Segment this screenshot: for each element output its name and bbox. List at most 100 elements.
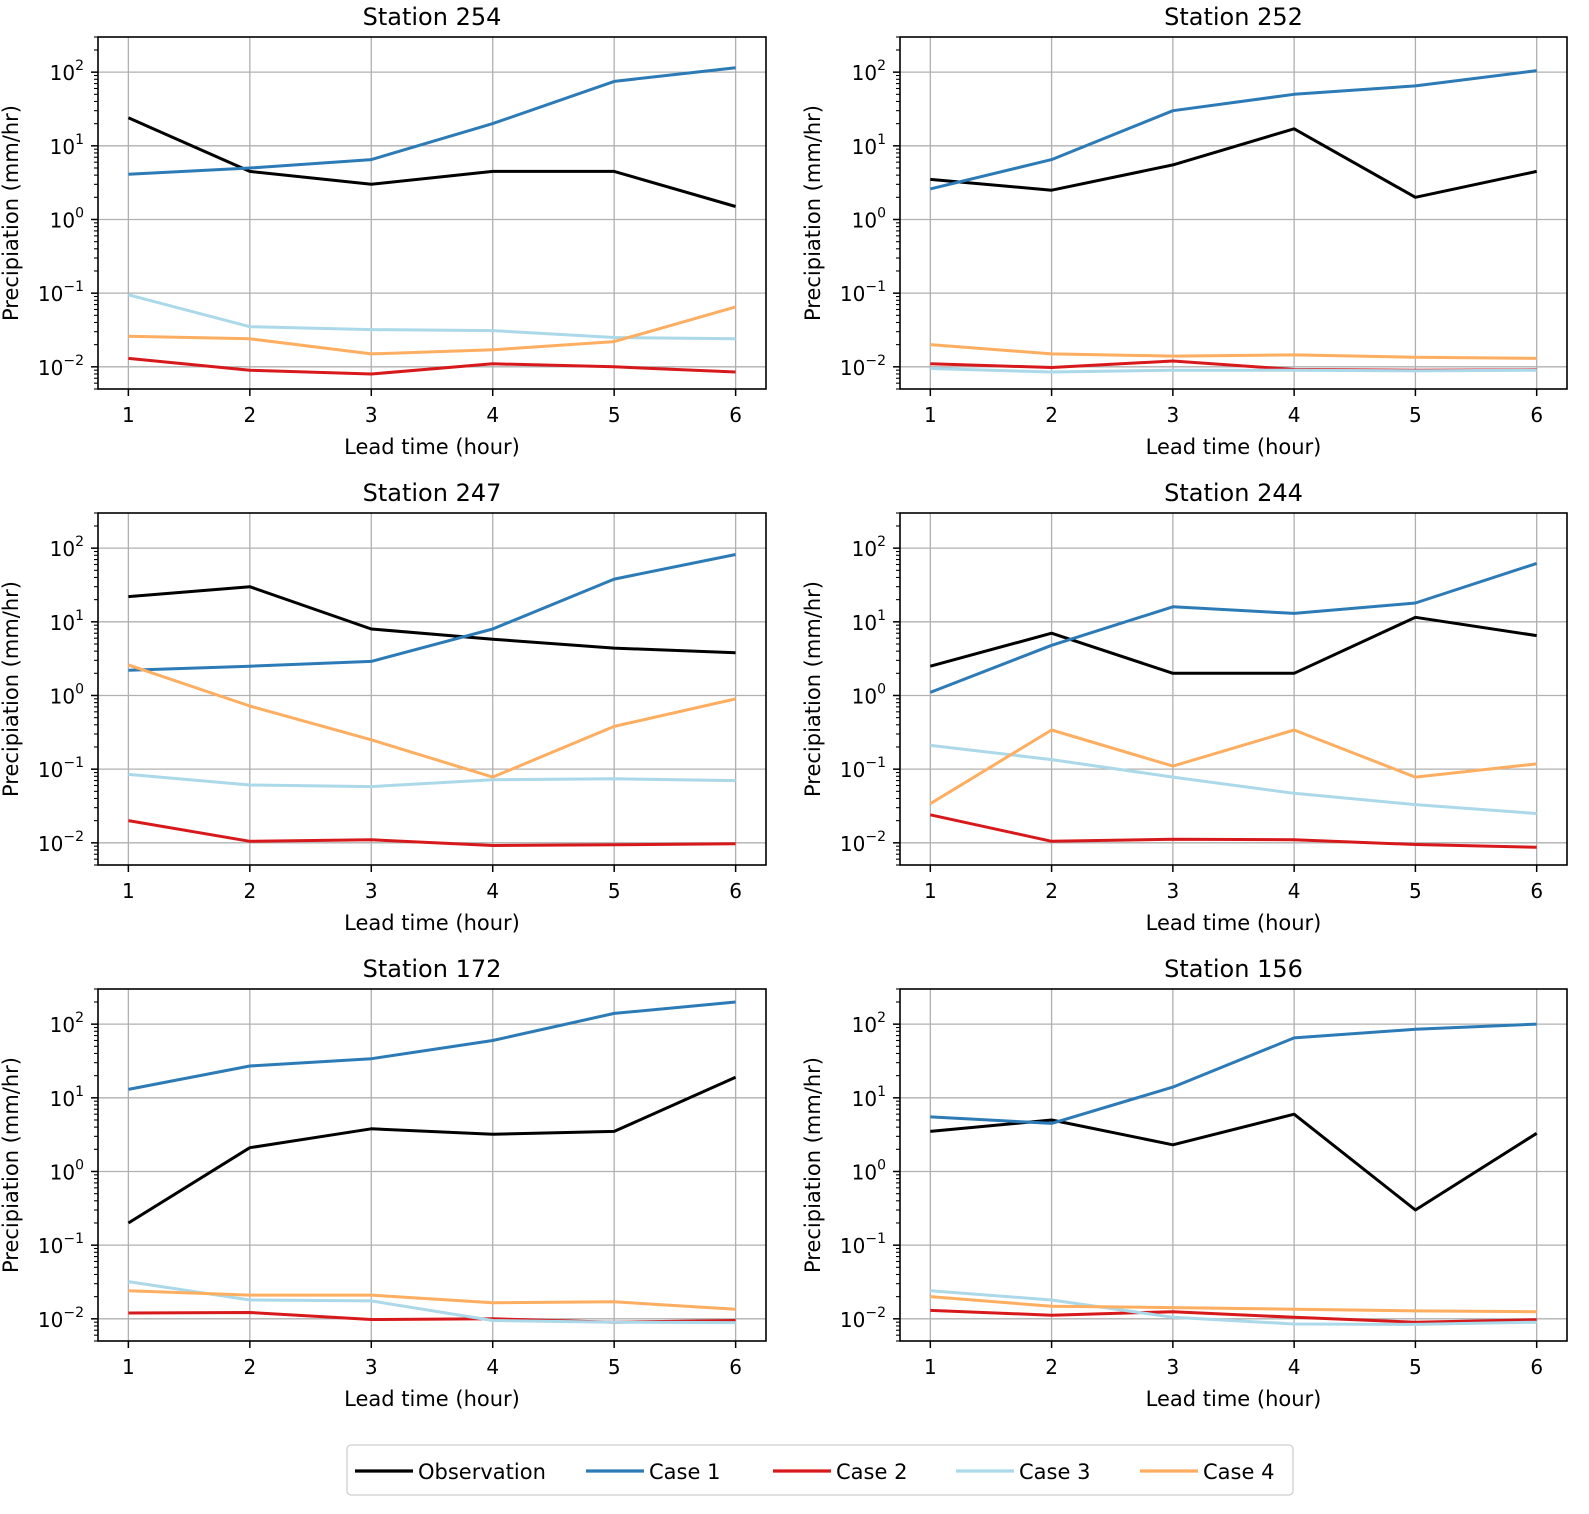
legend-label: Case 3: [1019, 1460, 1090, 1484]
chart-panel-1: 1 2 3 4 5 6 102 101 100 10−1 10−2 Station 254 Lead t…: [0, 3, 767, 459]
chart-panel-6: 1 2 3 4 5 6 102 101 100 10−1 10−2 Station 156 Lead t…: [801, 955, 1568, 1411]
x-tick-label: 6: [729, 879, 742, 903]
legend-item-case-3: Case 3: [956, 1460, 1090, 1484]
x-tick-label: 3: [365, 403, 378, 427]
series-line-case-1: [929, 69, 1537, 191]
y-tick-label: 10−2: [840, 829, 886, 856]
chart-title: Station 252: [1164, 3, 1303, 31]
x-tick-label: 1: [924, 1355, 937, 1379]
series-line-observation: [127, 116, 737, 208]
legend-label: Case 2: [836, 1460, 907, 1484]
series-line-case-1: [929, 561, 1538, 694]
chart-panel-2: 1 2 3 4 5 6 102 101 100 10−1 10−2 Station 252 Lead t…: [801, 3, 1568, 459]
y-tick-label: 10−1: [38, 1231, 84, 1258]
series-line-case-3: [930, 367, 1537, 374]
plot-frame: [899, 512, 1568, 866]
y-tick-label: 100: [852, 681, 886, 708]
x-tick-label: 1: [122, 403, 135, 427]
x-tick-label: 2: [1045, 1355, 1058, 1379]
y-axis-label: Precipiation (mm/hr): [801, 105, 825, 321]
y-tick-label: 101: [852, 132, 886, 159]
x-tick-label: 4: [1288, 403, 1301, 427]
series-line-case-4: [930, 1295, 1537, 1314]
y-axis-label: Precipiation (mm/hr): [0, 105, 23, 321]
y-tick-label: 10−1: [38, 755, 84, 782]
series-line-case-4: [930, 343, 1537, 360]
chart-title: Station 172: [363, 955, 502, 983]
y-tick-label: 102: [50, 58, 84, 85]
x-tick-label: 2: [1045, 879, 1058, 903]
y-tick-label: 100: [50, 205, 84, 232]
x-axis-label: Lead time (hour): [1146, 435, 1322, 459]
y-tick-label: 101: [50, 1084, 84, 1111]
x-axis-label: Lead time (hour): [344, 911, 520, 935]
y-tick-label: 10−2: [38, 353, 84, 380]
x-tick-label: 3: [365, 1355, 378, 1379]
y-tick-label: 10−2: [840, 353, 886, 380]
x-axis-label: Lead time (hour): [1146, 911, 1322, 935]
y-tick-label: 100: [50, 1157, 84, 1184]
x-tick-label: 3: [365, 879, 378, 903]
series-line-observation: [127, 1075, 737, 1225]
grid: [98, 989, 766, 1341]
x-tick-label: 3: [1166, 1355, 1179, 1379]
x-tick-label: 4: [486, 1355, 499, 1379]
x-tick-label: 6: [1530, 403, 1543, 427]
x-tick-label: 5: [608, 403, 621, 427]
series-line-observation: [930, 127, 1538, 199]
x-axis-label: Lead time (hour): [1146, 1387, 1322, 1411]
series-line-observation: [930, 1112, 1538, 1212]
legend-label: Observation: [418, 1460, 546, 1484]
x-tick-label: 1: [924, 879, 937, 903]
x-tick-label: 4: [1288, 1355, 1301, 1379]
y-tick-label: 10−2: [38, 829, 84, 856]
x-tick-label: 2: [243, 1355, 256, 1379]
y-tick-label: 100: [852, 205, 886, 232]
y-tick-label: 102: [50, 534, 84, 561]
x-tick-label: 6: [729, 1355, 742, 1379]
grid: [900, 989, 1567, 1341]
x-tick-label: 1: [122, 1355, 135, 1379]
legend-item-case-1: Case 1: [586, 1460, 720, 1484]
legend-label: Case 4: [1203, 1460, 1274, 1484]
y-axis-label: Precipiation (mm/hr): [801, 581, 825, 797]
series-line-case-3: [128, 772, 736, 789]
series-line-observation: [929, 615, 1537, 675]
grid: [900, 513, 1567, 865]
series-line-case-1: [128, 66, 736, 176]
legend-item-case-2: Case 2: [773, 1460, 907, 1484]
series-line-case-4: [128, 305, 737, 356]
y-tick-label: 10−2: [840, 1305, 886, 1332]
series-line-case-2: [128, 819, 736, 847]
chart-panel-5: 1 2 3 4 5 6 102 101 100 10−1 10−2 Station 172 Lead t…: [0, 955, 767, 1411]
series-line-observation: [128, 585, 736, 655]
series-line-case-4: [929, 728, 1537, 805]
series-line-case-4: [128, 1289, 736, 1311]
series-line-case-2: [929, 813, 1537, 849]
plot-frame: [97, 512, 767, 866]
x-tick-label: 3: [1166, 879, 1179, 903]
x-tick-label: 6: [1530, 879, 1543, 903]
chart-title: Station 254: [363, 3, 502, 31]
series-line-case-2: [128, 1311, 736, 1324]
series-line-case-1: [930, 1022, 1537, 1125]
x-axis-label: Lead time (hour): [344, 1387, 520, 1411]
x-tick-label: 4: [486, 403, 499, 427]
plot-frame: [899, 36, 1568, 390]
series-line-case-1: [128, 1000, 736, 1091]
y-axis-label: Precipiation (mm/hr): [0, 1057, 23, 1273]
chart-panel-4: 1 2 3 4 5 6 102 101 100 10−1 10−2 Station 244 Lead t…: [801, 479, 1568, 935]
x-tick-label: 4: [1288, 879, 1301, 903]
y-tick-label: 10−1: [840, 1231, 886, 1258]
chart-title: Station 244: [1164, 479, 1303, 507]
series-line-case-3: [128, 293, 736, 341]
chart-title: Station 156: [1164, 955, 1303, 983]
y-tick-label: 101: [852, 1084, 886, 1111]
y-tick-label: 102: [852, 534, 886, 561]
legend-item-observation: Observation: [355, 1460, 546, 1484]
y-tick-label: 10−1: [840, 279, 886, 306]
series-line-case-3: [930, 743, 1537, 815]
plot-frame: [97, 36, 767, 390]
plot-frame: [899, 988, 1568, 1342]
legend-item-case-4: Case 4: [1140, 1460, 1274, 1484]
